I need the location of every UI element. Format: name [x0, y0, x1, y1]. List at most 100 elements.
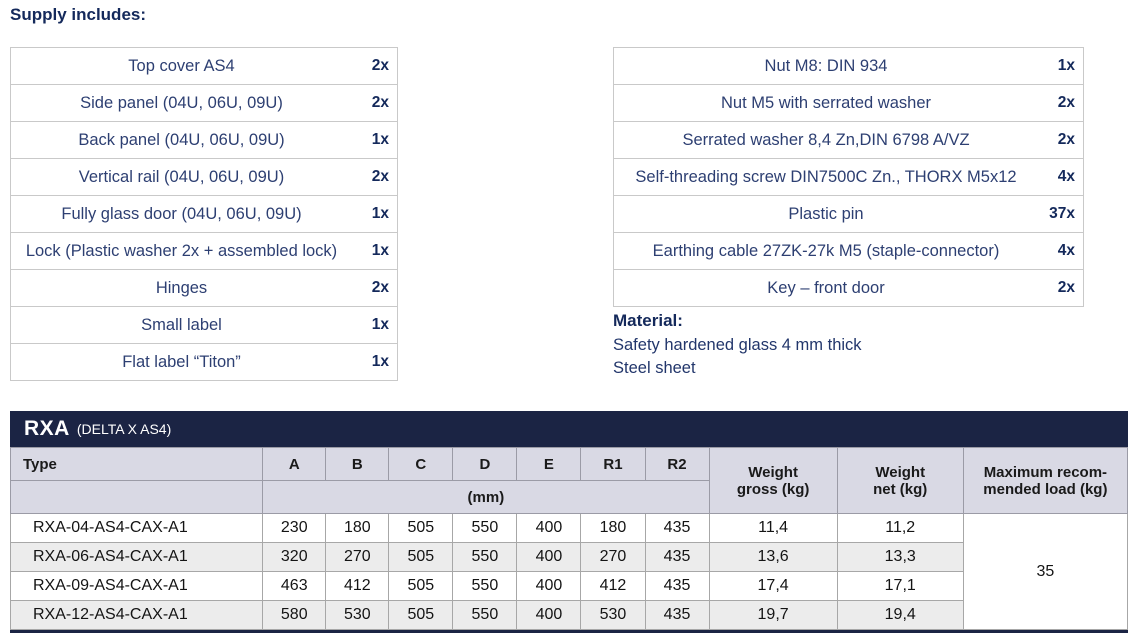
- rxa-data-row: RXA-09-AS4-CAX-A1 463 412 505 550 400 41…: [9, 571, 1128, 601]
- material-section: Material: Safety hardened glass 4 mm thi…: [613, 311, 862, 380]
- rxa-series-subtitle: (DELTA X AS4): [76, 421, 172, 437]
- supply-row: Flat label “Titon” 1x: [10, 343, 398, 381]
- supply-row: Self-threading screw DIN7500C Zn., THORX…: [613, 158, 1084, 196]
- cell-r1: 530: [580, 600, 646, 630]
- material-line: Safety hardened glass 4 mm thick: [613, 336, 862, 354]
- cell-type: RXA-04-AS4-CAX-A1: [9, 513, 264, 543]
- supply-item-name: Hinges: [10, 269, 348, 307]
- cell-b: 180: [325, 513, 390, 543]
- cell-c: 505: [388, 513, 454, 543]
- supply-item-name: Fully glass door (04U, 06U, 09U): [10, 195, 348, 233]
- col-header-type: Type: [9, 447, 264, 481]
- cell-type: RXA-09-AS4-CAX-A1: [9, 571, 264, 601]
- cell-c: 505: [388, 571, 454, 601]
- cell-a: 230: [262, 513, 327, 543]
- supply-list-right: Nut M8: DIN 934 1x Nut M5 with serrated w…: [613, 47, 1084, 307]
- cell-r2: 435: [644, 513, 710, 543]
- supply-row: Key – front door 2x: [613, 269, 1084, 307]
- supply-item-name: Small label: [10, 306, 348, 344]
- supply-row: Back panel (04U, 06U, 09U) 1x: [10, 121, 398, 159]
- rxa-data-row: RXA-12-AS4-CAX-A1 580 530 505 550 400 53…: [9, 600, 1128, 630]
- rxa-title-bar: RXA (DELTA X AS4): [10, 411, 1128, 447]
- supply-row: Side panel (04U, 06U, 09U) 2x: [10, 84, 398, 122]
- supply-item-name: Nut M8: DIN 934: [764, 56, 888, 75]
- supply-row: Serrated washer 8,4 Zn,DIN 6798 A/VZ 2x: [613, 121, 1084, 159]
- unit-row-empty-cell: [9, 480, 264, 514]
- supply-row: Lock (Plastic washer 2x + assembled lock…: [10, 232, 398, 270]
- cell-c: 505: [388, 600, 454, 630]
- rxa-dimensions-table: Type A B C D E R1 R2 Weight gross (kg) We…: [9, 447, 1129, 630]
- supply-item-qty: 1x: [348, 121, 398, 159]
- supply-item-name: Earthing cable 27ZK-27k M5 (staple-conne…: [613, 232, 1034, 270]
- col-header-d: D: [452, 447, 518, 481]
- supply-item-qty: 4x: [1034, 158, 1084, 196]
- cell-d: 550: [452, 513, 518, 543]
- cell-weight-gross: 17,4: [708, 571, 838, 601]
- supply-row: Small label 1x: [10, 306, 398, 344]
- col-header-weight-net: Weight net (kg): [836, 447, 964, 514]
- cell-r1: 270: [580, 542, 646, 572]
- cell-weight-gross: 13,6: [708, 542, 838, 572]
- material-title: Material:: [613, 311, 683, 330]
- supply-item-qty: 2x: [1034, 84, 1084, 122]
- cell-weight-net: 19,4: [836, 600, 964, 630]
- cell-weight-gross: 11,4: [708, 513, 838, 543]
- supply-item-name: Lock (Plastic washer 2x + assembled lock…: [10, 232, 348, 270]
- material-line: Steel sheet: [613, 359, 696, 377]
- supply-row: Vertical rail (04U, 06U, 09U) 2x: [10, 158, 398, 196]
- rxa-spec-table: RXA (DELTA X AS4) Type A B C D E R1 R2 W…: [9, 411, 1129, 633]
- rxa-header-row: Type A B C D E R1 R2 Weight gross (kg) We…: [9, 447, 1129, 514]
- supply-item-qty: 2x: [1034, 121, 1084, 159]
- supply-item-qty: 2x: [1034, 269, 1084, 307]
- col-header-max-load: Maximum recom-mended load (kg): [962, 447, 1129, 514]
- cell-e: 400: [516, 571, 582, 601]
- col-header-weight-gross: Weight gross (kg): [708, 447, 838, 514]
- supply-row: Nut M5 with serrated washer 2x: [613, 84, 1084, 122]
- cell-r2: 435: [644, 600, 710, 630]
- cell-r1: 180: [580, 513, 646, 543]
- cell-b: 412: [325, 571, 390, 601]
- cell-b: 530: [325, 600, 390, 630]
- cell-max-load: 35: [962, 513, 1129, 630]
- cell-weight-net: 11,2: [836, 513, 964, 543]
- cell-c: 505: [388, 542, 454, 572]
- supply-item-name: Serrated washer 8,4 Zn,DIN 6798 A/VZ: [613, 121, 1034, 159]
- col-header-c: C: [388, 447, 454, 481]
- col-header-r1: R1: [580, 447, 646, 481]
- supply-item-name: Plastic pin: [613, 195, 1034, 233]
- cell-type: RXA-06-AS4-CAX-A1: [9, 542, 264, 572]
- supply-row: Nut M8: DIN 934 1x: [614, 48, 1084, 85]
- col-header-b: B: [325, 447, 390, 481]
- supply-item-qty: 4x: [1034, 232, 1084, 270]
- rxa-data-row: RXA-04-AS4-CAX-A1 230 180 505 550 400 18…: [9, 513, 1129, 630]
- col-header-r2: R2: [644, 447, 710, 481]
- supply-item-qty: 37x: [1034, 195, 1084, 233]
- supply-item-name: Nut M5 with serrated washer: [613, 84, 1034, 122]
- rxa-data-row: RXA-06-AS4-CAX-A1 320 270 505 550 400 27…: [9, 542, 1128, 572]
- cell-d: 550: [452, 571, 518, 601]
- col-header-a: A: [262, 447, 327, 481]
- supply-item-qty: 2x: [371, 57, 389, 74]
- supply-list-left: Top cover AS4 2x Side panel (04U, 06U, 09…: [10, 47, 398, 381]
- supply-row: Hinges 2x: [10, 269, 398, 307]
- cell-e: 400: [516, 513, 582, 543]
- supply-item-qty: 1x: [348, 232, 398, 270]
- supply-row: Earthing cable 27ZK-27k M5 (staple-conne…: [613, 232, 1084, 270]
- cell-weight-net: 13,3: [836, 542, 964, 572]
- supply-item-name: Side panel (04U, 06U, 09U): [10, 84, 348, 122]
- supply-item-name: Flat label “Titon”: [10, 343, 348, 381]
- supply-item-qty: 2x: [348, 269, 398, 307]
- supply-item-name: Key – front door: [613, 269, 1034, 307]
- cell-r1: 412: [580, 571, 646, 601]
- rxa-series-name: RXA: [24, 417, 70, 440]
- cell-r2: 435: [644, 542, 710, 572]
- supply-item-qty: 2x: [348, 158, 398, 196]
- supply-item-name: Top cover AS4: [128, 56, 235, 75]
- supply-item-name: Self-threading screw DIN7500C Zn., THORX…: [613, 158, 1034, 196]
- col-header-e: E: [516, 447, 582, 481]
- cell-b: 270: [325, 542, 390, 572]
- cell-type: RXA-12-AS4-CAX-A1: [9, 600, 264, 630]
- cell-a: 463: [262, 571, 327, 601]
- supply-item-qty: 1x: [1057, 57, 1075, 74]
- unit-label: (mm): [262, 480, 710, 514]
